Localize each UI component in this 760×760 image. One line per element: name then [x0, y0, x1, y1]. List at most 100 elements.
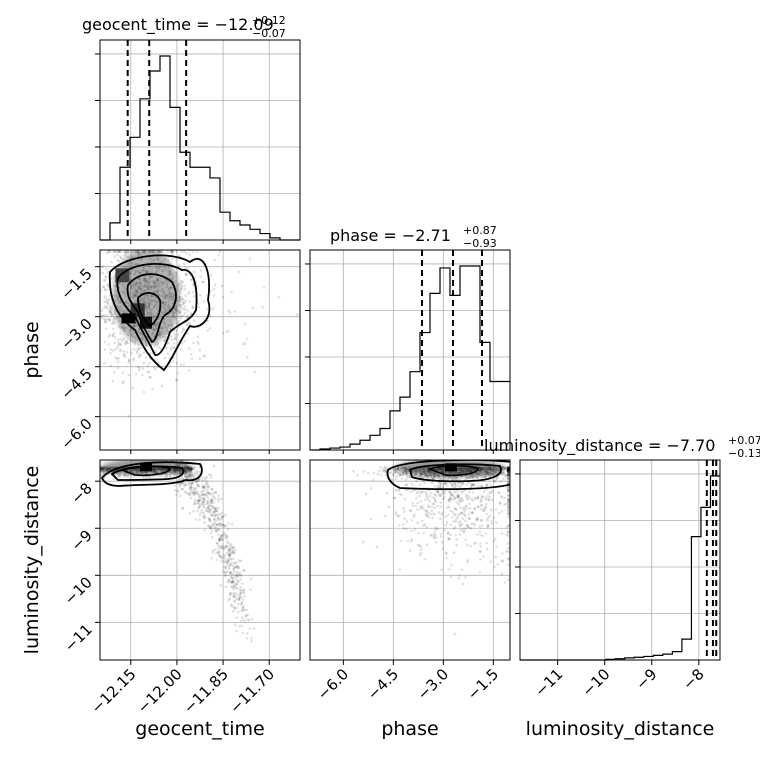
- sample-point: [144, 356, 148, 359]
- sample-point: [461, 499, 464, 503]
- sample-point: [117, 473, 120, 476]
- sample-point: [89, 263, 92, 266]
- sample-point: [185, 315, 189, 318]
- sample-point: [196, 492, 200, 496]
- sample-point: [232, 594, 236, 598]
- sample-point: [179, 477, 182, 481]
- sample-point: [364, 492, 368, 496]
- sample-point: [100, 473, 103, 477]
- sample-point: [112, 331, 116, 335]
- sample-point: [251, 617, 254, 621]
- sample-point: [450, 563, 453, 567]
- sample-point: [471, 499, 474, 503]
- sample-point: [210, 274, 213, 277]
- sample-point: [432, 477, 435, 481]
- sample-point: [507, 467, 510, 470]
- sample-point: [227, 553, 231, 557]
- sample-point: [224, 565, 228, 569]
- sample-point: [195, 250, 199, 253]
- sample-point: [243, 322, 247, 326]
- sample-point: [232, 581, 236, 585]
- sample-point: [201, 493, 205, 497]
- sample-point: [121, 380, 125, 384]
- sample-point: [199, 269, 203, 272]
- sample-point: [369, 517, 372, 521]
- sample-point: [507, 467, 510, 470]
- sample-point: [207, 508, 211, 511]
- sample-point: [484, 505, 487, 509]
- sample-point: [401, 522, 405, 526]
- sample-point: [501, 552, 504, 555]
- sample-point: [473, 497, 476, 501]
- sample-point: [507, 480, 510, 484]
- sample-point: [180, 314, 184, 318]
- sample-point: [226, 561, 230, 564]
- sample-point: [383, 469, 387, 473]
- sample-point: [223, 571, 227, 574]
- sample-point: [480, 503, 484, 507]
- sample-point: [242, 569, 246, 573]
- sample-point: [431, 477, 435, 480]
- sample-point: [121, 381, 125, 385]
- sample-point: [240, 609, 244, 612]
- sample-point: [394, 470, 398, 473]
- sample-point: [458, 485, 461, 489]
- sample-point: [225, 534, 228, 537]
- sample-point: [243, 608, 247, 612]
- sample-point: [492, 516, 496, 520]
- sample-point: [111, 334, 115, 337]
- sample-point: [183, 339, 186, 343]
- sample-point: [234, 565, 238, 569]
- sample-point: [227, 578, 231, 582]
- sample-point: [106, 284, 110, 288]
- sample-point: [130, 250, 133, 253]
- sample-point: [377, 469, 381, 472]
- sample-point: [188, 469, 192, 473]
- sample-point: [435, 489, 438, 493]
- sample-point: [242, 605, 245, 608]
- sample-point: [148, 375, 151, 379]
- sample-point: [212, 510, 215, 514]
- sample-point: [459, 497, 462, 500]
- sample-point: [168, 475, 172, 478]
- sample-point: [440, 482, 443, 485]
- sample-point: [498, 511, 501, 515]
- sample-point: [242, 591, 245, 595]
- sample-point: [217, 499, 220, 503]
- sample-point: [419, 548, 423, 552]
- sample-point: [208, 519, 212, 522]
- sample-point: [507, 509, 510, 512]
- sample-point: [507, 578, 510, 582]
- sample-point: [206, 502, 210, 505]
- sample-point: [248, 257, 252, 260]
- sample-point: [233, 623, 237, 627]
- sample-point: [214, 530, 218, 533]
- sample-point: [506, 469, 509, 472]
- sample-point: [105, 306, 108, 309]
- sample-point: [507, 466, 510, 470]
- sample-point: [486, 523, 490, 527]
- sample-point: [454, 476, 457, 480]
- sample-point: [507, 466, 510, 470]
- sample-point: [116, 472, 120, 476]
- sample-point: [250, 636, 253, 640]
- sample-point: [406, 475, 409, 479]
- sample-point: [426, 476, 429, 479]
- sample-point: [352, 469, 355, 473]
- sample-point: [507, 503, 510, 507]
- sample-point: [480, 507, 483, 511]
- sample-point: [507, 472, 510, 475]
- sample-point: [185, 251, 188, 255]
- sample-point: [418, 494, 421, 498]
- sample-point: [104, 327, 108, 331]
- sample-point: [174, 493, 178, 496]
- sample-point: [222, 546, 226, 549]
- sample-point: [126, 250, 130, 253]
- sample-point: [105, 252, 109, 255]
- sample-point: [231, 609, 235, 613]
- sample-point: [416, 521, 420, 525]
- panel-phase-vs-geocent-time: [89, 249, 301, 451]
- sample-point: [221, 331, 225, 335]
- sample-point: [93, 336, 96, 339]
